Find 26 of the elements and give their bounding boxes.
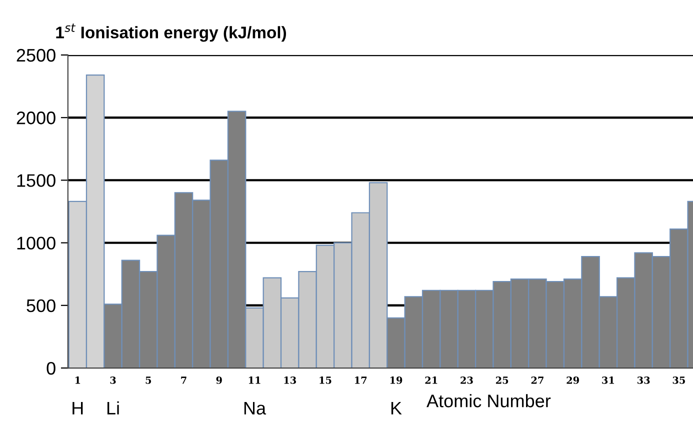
x-tick-label: 25 (496, 376, 508, 384)
x-tick-label: 29 (566, 376, 579, 384)
y-tick-label: 2500 (16, 48, 56, 62)
x-tick-label: 5 (146, 376, 152, 384)
y-tick-label: 1000 (17, 236, 56, 250)
category-label: 19 K (390, 376, 402, 414)
x-tick-label: 9 (216, 376, 222, 384)
x-tick-label: 31 (602, 376, 614, 384)
chart-title: 1$^{st}$ Ionisation energy (kJ/mol) (56, 24, 286, 42)
x-tick-label: 35 (672, 376, 685, 384)
x-tick-label: 17 (355, 376, 367, 384)
y-tick-label: 0 (46, 362, 56, 375)
x-tick-label: 15 (320, 376, 332, 384)
x-tick-label: 27 (531, 376, 544, 384)
category-label: 11 Na (244, 376, 266, 415)
x-tick-label: 33 (637, 376, 650, 384)
x-tick-label: 23 (460, 376, 473, 384)
x-tick-label: 13 (284, 376, 296, 384)
x-tick-label: 21 (425, 376, 438, 384)
x-axis-title: Atomic Number (426, 394, 551, 408)
category-label: 1 H (72, 376, 83, 414)
y-tick-label: 1500 (17, 174, 56, 187)
y-tick-label: 2000 (16, 112, 56, 124)
category-label: 3 Li (107, 376, 119, 414)
x-tick-label: 7 (181, 376, 186, 384)
y-tick-label: 500 (26, 299, 56, 312)
